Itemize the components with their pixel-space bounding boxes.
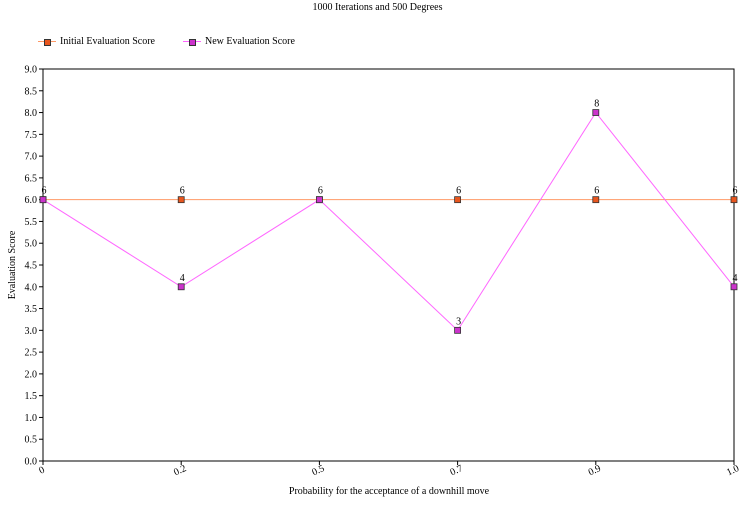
legend-item-new: New Evaluation Score [182, 36, 295, 47]
legend-item-initial: Initial Evaluation Score [38, 36, 155, 47]
y-tick-label: 2.0 [25, 369, 38, 380]
data-point [454, 326, 462, 334]
y-tick-label: 5.0 [25, 239, 38, 250]
y-axis-label: Evaluation Score [7, 230, 18, 299]
data-label: 8 [594, 99, 599, 110]
y-tick-label: 3.0 [25, 326, 38, 337]
y-tick-label: 4.5 [25, 261, 38, 272]
data-point [177, 283, 185, 291]
x-axis-label: Probability for the acceptance of a down… [289, 486, 490, 497]
data-label: 3 [456, 316, 461, 327]
legend-swatch-new [182, 38, 201, 46]
y-tick-label: 6.0 [25, 195, 38, 206]
x-tick-label: 0.5 [310, 463, 326, 478]
data-label: 6 [594, 186, 599, 197]
data-point [730, 283, 738, 291]
y-axis: 0.0 0.5 1.0 1.5 2.0 2.5 3.0 3.5 4.0 4.5 5.0 5.5 6.0 6… [25, 65, 43, 468]
x-tick-label: 0.7 [449, 463, 465, 478]
data-label: 6 [733, 186, 738, 197]
data-label: 6 [180, 186, 185, 197]
legend-label-initial: Initial Evaluation Score [60, 36, 155, 47]
x-tick-label: 0 [37, 465, 46, 477]
data-point [315, 196, 323, 204]
x-tick-label: 0.9 [587, 463, 603, 478]
series-layer: 6 6 6 6 6 6 4 3 8 4 [39, 99, 738, 334]
data-point [592, 196, 600, 204]
y-tick-label: 1.5 [25, 391, 38, 402]
legend: Initial Evaluation Score New Evaluation … [38, 36, 323, 47]
x-axis: 0 0.2 0.5 0.7 0.9 1.0 [37, 461, 741, 478]
series-0: 6 6 6 6 6 6 [39, 186, 738, 204]
data-label: 4 [180, 273, 185, 284]
data-label: 4 [733, 273, 738, 284]
x-tick-label: 1.0 [725, 463, 741, 478]
y-tick-label: 8.5 [25, 86, 38, 97]
y-tick-label: 9.0 [25, 65, 38, 76]
data-point [177, 196, 185, 204]
y-tick-label: 0.0 [25, 457, 38, 468]
y-tick-label: 5.5 [25, 217, 38, 228]
y-tick-label: 8.0 [25, 108, 38, 119]
data-point [39, 196, 47, 204]
series-1: 4 3 8 4 [39, 99, 738, 334]
y-tick-label: 7.0 [25, 152, 38, 163]
y-tick-label: 0.5 [25, 435, 38, 446]
y-tick-label: 2.5 [25, 348, 38, 359]
data-label: 6 [318, 186, 323, 197]
data-point [730, 196, 738, 204]
y-tick-label: 1.0 [25, 413, 38, 424]
series-line [42, 111, 735, 332]
y-tick-label: 6.5 [25, 173, 38, 184]
y-tick-label: 3.5 [25, 304, 38, 315]
data-label: 6 [456, 186, 461, 197]
x-tick-label: 0.2 [172, 463, 188, 478]
y-tick-label: 4.0 [25, 282, 38, 293]
legend-swatch-initial [38, 38, 56, 46]
y-tick-label: 7.5 [25, 130, 38, 141]
data-point [592, 109, 600, 116]
legend-label-new: New Evaluation Score [204, 36, 295, 47]
data-point [454, 196, 462, 204]
data-label: 6 [42, 186, 47, 197]
chart-title: 1000 Iterations and 500 Degrees [312, 2, 443, 13]
